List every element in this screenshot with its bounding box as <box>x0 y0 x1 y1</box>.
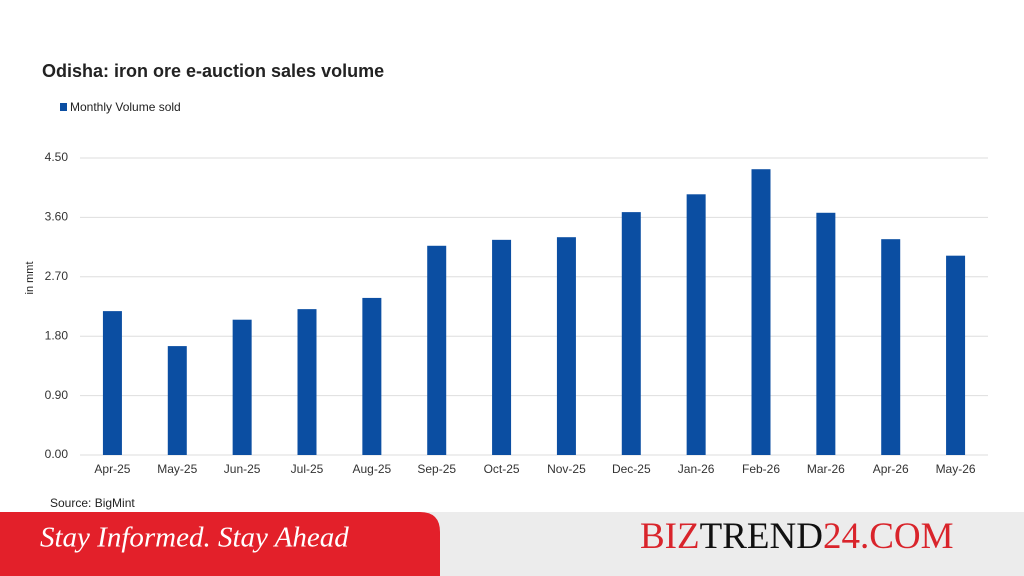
x-tick-label: Dec-25 <box>612 462 651 476</box>
tagline: Stay Informed. Stay Ahead <box>40 522 349 554</box>
bar <box>556 237 576 455</box>
x-tick-label: May-26 <box>936 462 976 476</box>
x-tick-label: Nov-25 <box>547 462 586 476</box>
bar <box>362 297 382 455</box>
x-tick-label: Apr-26 <box>873 462 909 476</box>
brand: BIZTREND24.COM <box>640 516 954 557</box>
tagline-banner <box>0 512 440 576</box>
bar <box>427 245 447 455</box>
bar <box>751 169 771 455</box>
x-tick-label: Sep-25 <box>417 462 456 476</box>
bar <box>621 212 641 455</box>
y-tick-label: 2.70 <box>45 269 69 283</box>
x-tick-label: Jan-26 <box>678 462 715 476</box>
chart-title: Odisha: iron ore e-auction sales volume <box>42 61 384 81</box>
brand-part: BIZ <box>640 516 700 557</box>
plot: 0.00 0.90 1.80 2.70 3.60 4.50 Apr-25 May-25 Jun-… <box>45 150 988 476</box>
bar <box>881 239 901 455</box>
y-axis-label: in mmt <box>24 262 36 295</box>
x-tick-label: Jul-25 <box>291 462 324 476</box>
y-tick-label: 1.80 <box>45 328 69 342</box>
y-tick-label: 4.50 <box>45 150 69 164</box>
x-tick-label: Oct-25 <box>484 462 520 476</box>
x-tick-label: Apr-25 <box>94 462 130 476</box>
bar <box>232 319 252 455</box>
bar <box>946 255 966 455</box>
y-tick-label: 0.00 <box>45 447 69 461</box>
source: Source: BigMint <box>50 496 135 510</box>
y-tick-label: 3.60 <box>45 210 69 224</box>
x-tick-label: Feb-26 <box>742 462 780 476</box>
bar <box>816 212 836 455</box>
legend-swatch <box>60 103 67 111</box>
legend-label: Monthly Volume sold <box>70 100 181 114</box>
brand-part: TREND <box>700 516 823 557</box>
bar <box>102 311 122 455</box>
x-tick-label: Mar-26 <box>807 462 845 476</box>
x-tick-label: Aug-25 <box>353 462 392 476</box>
x-tick-label: May-25 <box>157 462 197 476</box>
brand-part: 24.COM <box>823 516 954 557</box>
x-tick-label: Jun-25 <box>224 462 261 476</box>
bar <box>297 309 317 455</box>
bar <box>686 194 706 456</box>
bar <box>167 346 187 455</box>
y-tick-label: 0.90 <box>45 388 69 402</box>
bar <box>492 239 512 455</box>
